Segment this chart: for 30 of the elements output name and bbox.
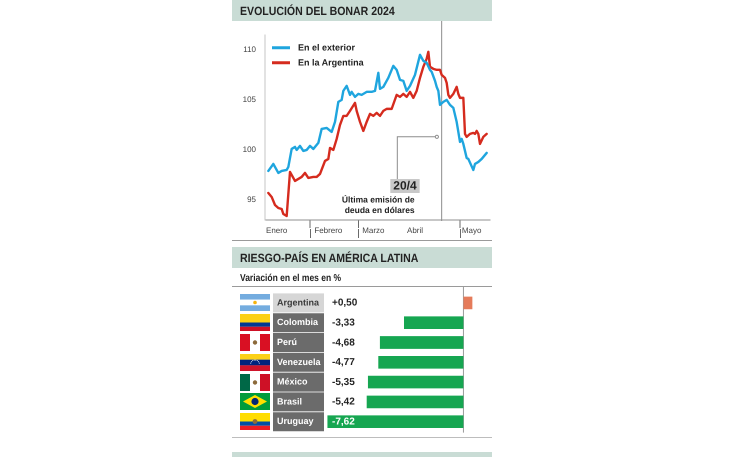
data-label: -3,33: [332, 317, 356, 328]
data-label: -4,68: [332, 337, 356, 348]
legend-label: En la Argentina: [298, 57, 365, 68]
y-tick-label: Colombia: [277, 317, 319, 328]
data-label: -5,35: [332, 376, 356, 388]
chart-title: RIESGO-PAÍS EN AMÉRICA LATINA: [240, 251, 418, 265]
x-tick-label: Febrero: [314, 226, 343, 236]
ref-line-label: 20/4: [393, 178, 417, 192]
y-tick-label: 100: [242, 145, 257, 154]
data-label: -7,62: [332, 416, 356, 428]
y-tick-label: Brasil: [277, 396, 302, 406]
x-tick-label: Abril: [406, 226, 424, 236]
y-tick-label: Perú: [277, 336, 298, 347]
y-tick-label: Uruguay: [277, 416, 314, 426]
y-tick-label: Argentina: [277, 297, 320, 308]
chart-title: EVOLUCIÓN DEL BONAR 2024: [240, 4, 395, 18]
annotation: Última emisión de deuda en dólares: [342, 194, 415, 215]
data-label: -4,77: [332, 357, 356, 368]
y-tick-label: México: [277, 376, 308, 387]
data-label: -5,42: [332, 396, 356, 408]
x-tick-label: Enero: [266, 226, 288, 236]
chart-subtitle: Variación en el mes en %: [240, 273, 342, 284]
y-tick-label: 95: [247, 195, 257, 204]
data-label: +0,50: [332, 298, 358, 309]
y-tick-label: 110: [243, 45, 257, 54]
x-tick-label: Mayo: [462, 226, 482, 236]
y-tick-label: Venezuela: [277, 356, 322, 367]
y-tick-label: 105: [242, 95, 257, 104]
x-tick-label: Marzo: [362, 226, 385, 236]
legend-label: En el exterior: [298, 42, 356, 52]
